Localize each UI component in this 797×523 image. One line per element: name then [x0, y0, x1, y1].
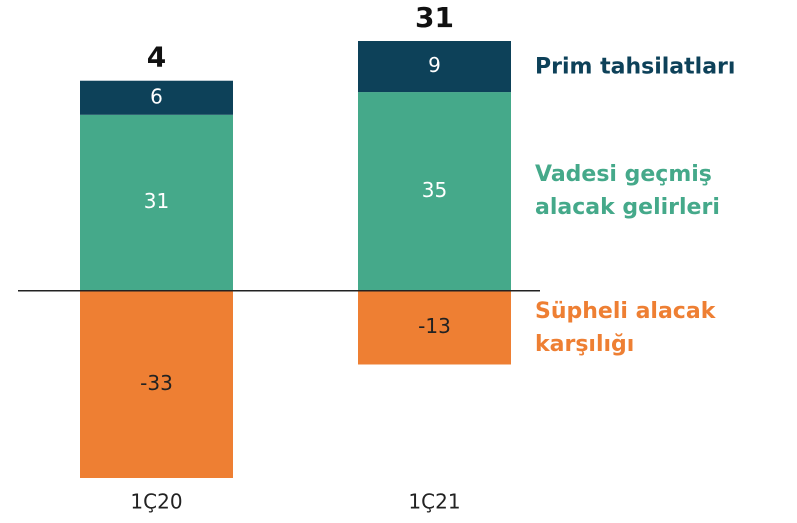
- data-label: 6: [150, 84, 163, 108]
- bar-segment: [358, 41, 511, 93]
- total-label: 31: [415, 1, 454, 34]
- legend-entry: Süpheli alacak karşılığı: [535, 298, 716, 357]
- data-label: -33: [140, 371, 173, 395]
- data-label: 9: [428, 53, 441, 77]
- data-label: 31: [144, 189, 169, 213]
- bar-segment: [80, 114, 233, 291]
- data-label: 35: [422, 178, 447, 202]
- legend-entry: Prim tahsilatları: [535, 54, 736, 80]
- bar-segment: [80, 290, 233, 478]
- bar-segment: [358, 92, 511, 291]
- total-label: 4: [147, 41, 166, 74]
- bar-segment: [358, 290, 511, 365]
- bar-segment: [80, 80, 233, 115]
- x-tick-label: 1Ç20: [130, 490, 182, 514]
- data-label: -13: [418, 314, 451, 338]
- legend-entry: Vadesi geçmiş alacak gelirleri: [535, 162, 720, 221]
- x-tick-label: 1Ç21: [408, 490, 460, 514]
